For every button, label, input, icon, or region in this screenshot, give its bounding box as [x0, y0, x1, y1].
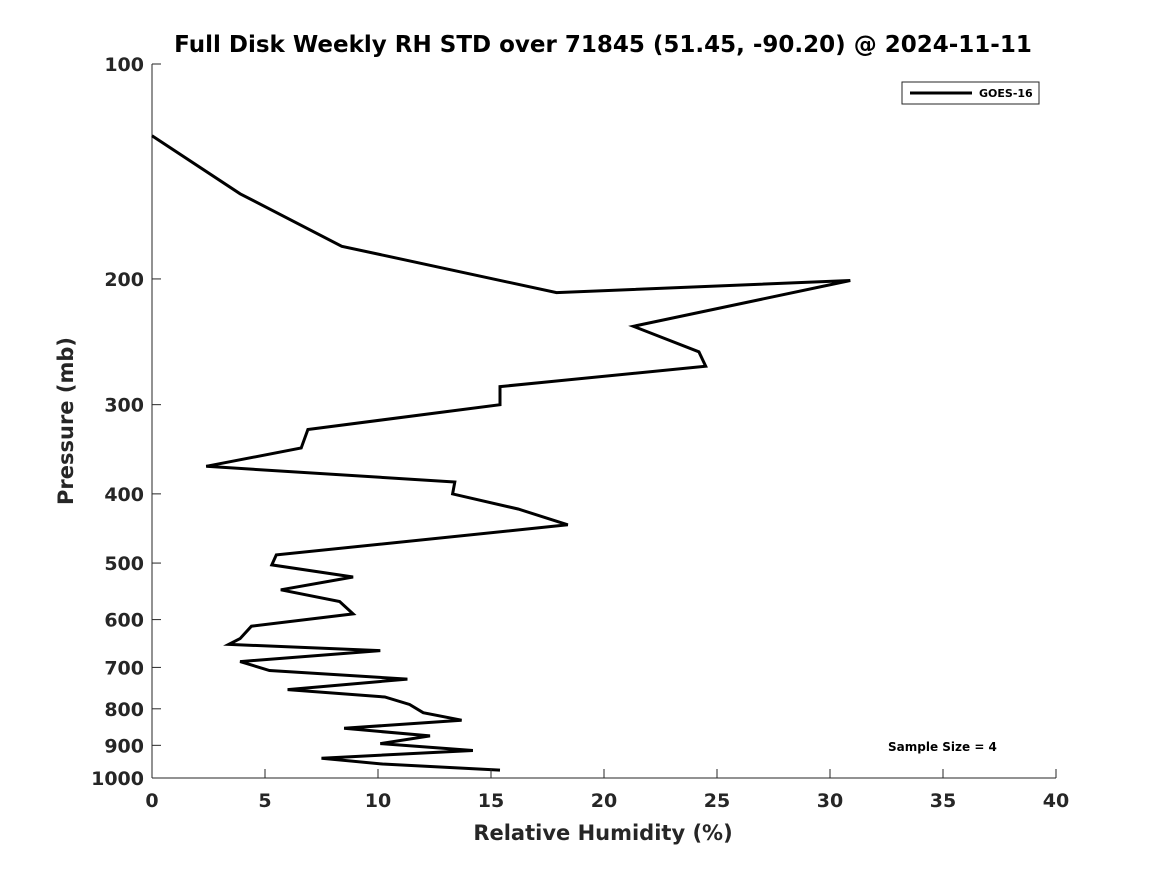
legend: GOES-16 — [901, 81, 1040, 105]
y-axis-label: Pressure (mb) — [54, 337, 78, 505]
x-tick-label: 10 — [365, 790, 391, 812]
x-tick-label: 40 — [1043, 790, 1069, 812]
y-axis-ticks: 100 200 300 400 500 600 700 800 900 1000 — [91, 54, 161, 790]
y-tick-label: 700 — [104, 657, 144, 679]
y-tick-label: 400 — [104, 484, 144, 506]
x-tick-label: 15 — [478, 790, 504, 812]
y-tick-label: 900 — [104, 735, 144, 757]
x-tick-label: 35 — [930, 790, 956, 812]
plot-area — [151, 64, 1056, 779]
y-tick-label: 300 — [104, 395, 144, 417]
y-tick-label: 100 — [104, 54, 144, 76]
legend-series-label: GOES-16 — [979, 87, 1033, 100]
x-axis-label: Relative Humidity (%) — [473, 821, 732, 845]
sample-size-annotation: Sample Size = 4 — [888, 740, 997, 754]
y-tick-label: 200 — [104, 269, 144, 291]
y-tick-label: 800 — [104, 699, 144, 721]
series-line-goes-16 — [151, 134, 851, 772]
y-tick-label: 600 — [104, 610, 144, 632]
x-tick-label: 0 — [145, 790, 158, 812]
x-axis-ticks: 0 5 10 15 20 25 30 35 40 — [145, 769, 1069, 812]
chart-title: Full Disk Weekly RH STD over 71845 (51.4… — [174, 32, 1032, 58]
x-tick-label: 5 — [258, 790, 271, 812]
x-tick-label: 20 — [591, 790, 617, 812]
y-tick-label: 500 — [104, 553, 144, 575]
x-tick-label: 30 — [817, 790, 843, 812]
x-tick-label: 25 — [704, 790, 730, 812]
y-tick-label: 1000 — [91, 768, 144, 790]
